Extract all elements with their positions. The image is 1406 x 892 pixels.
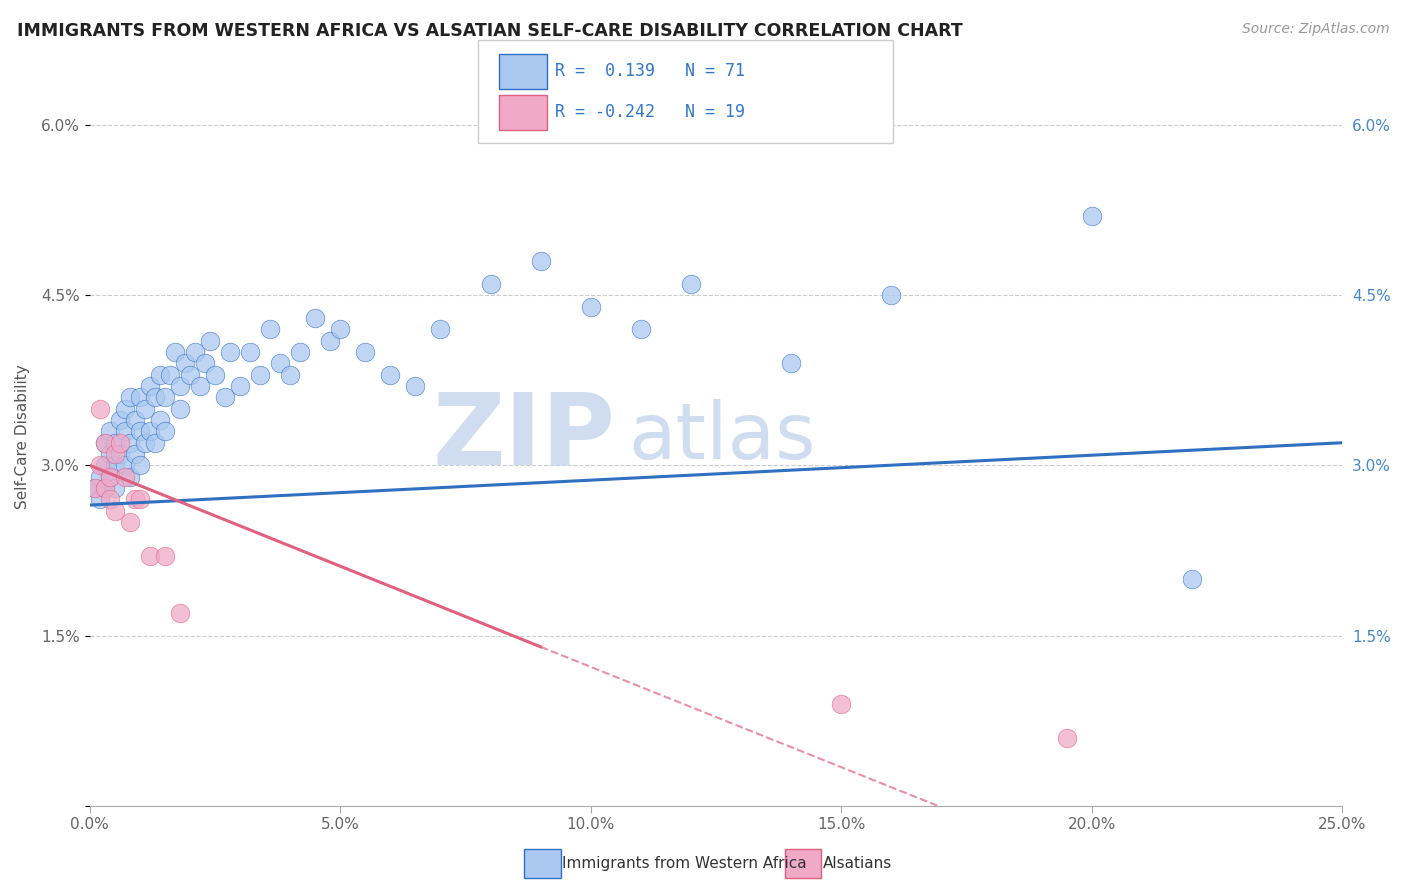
Point xyxy=(1181,572,1204,586)
Point xyxy=(108,447,131,461)
Point xyxy=(93,481,115,495)
Point xyxy=(108,435,131,450)
Point xyxy=(429,322,451,336)
Point xyxy=(169,379,191,393)
Point xyxy=(128,492,150,507)
Point xyxy=(530,254,553,268)
Point xyxy=(93,435,115,450)
Point xyxy=(229,379,252,393)
Point xyxy=(118,515,141,529)
Point xyxy=(114,425,136,439)
Point xyxy=(479,277,502,291)
Text: atlas: atlas xyxy=(628,399,815,475)
Point xyxy=(104,504,127,518)
Point xyxy=(118,390,141,404)
Text: Source: ZipAtlas.com: Source: ZipAtlas.com xyxy=(1241,22,1389,37)
Point xyxy=(139,379,162,393)
Text: ZIP: ZIP xyxy=(433,389,616,485)
Point xyxy=(124,413,146,427)
Point xyxy=(134,401,156,416)
Point xyxy=(780,356,803,370)
Text: R =  0.139   N = 71: R = 0.139 N = 71 xyxy=(555,62,745,79)
Point xyxy=(679,277,702,291)
Point xyxy=(128,390,150,404)
Point xyxy=(134,435,156,450)
Point xyxy=(128,458,150,473)
Point xyxy=(108,413,131,427)
Point xyxy=(184,345,207,359)
Point xyxy=(188,379,211,393)
Point xyxy=(104,481,127,495)
Text: Immigrants from Western Africa: Immigrants from Western Africa xyxy=(562,856,807,871)
Point xyxy=(169,401,191,416)
Point xyxy=(124,447,146,461)
Point xyxy=(124,492,146,507)
Point xyxy=(153,549,176,563)
Text: IMMIGRANTS FROM WESTERN AFRICA VS ALSATIAN SELF-CARE DISABILITY CORRELATION CHAR: IMMIGRANTS FROM WESTERN AFRICA VS ALSATI… xyxy=(17,22,963,40)
Point xyxy=(114,469,136,483)
Point xyxy=(1081,209,1104,223)
Point xyxy=(288,345,311,359)
Point xyxy=(89,401,111,416)
Point xyxy=(104,447,127,461)
Point xyxy=(219,345,242,359)
Point xyxy=(149,368,172,382)
Point xyxy=(89,492,111,507)
Point xyxy=(354,345,377,359)
Point xyxy=(269,356,291,370)
Point xyxy=(259,322,281,336)
Point xyxy=(880,288,903,302)
Point xyxy=(118,469,141,483)
Point xyxy=(163,345,186,359)
Point xyxy=(1056,731,1078,745)
Point xyxy=(380,368,402,382)
Point xyxy=(128,425,150,439)
Point xyxy=(114,458,136,473)
Point xyxy=(319,334,342,348)
Point xyxy=(304,310,326,325)
Point xyxy=(98,425,121,439)
Point xyxy=(239,345,262,359)
Point xyxy=(830,697,852,711)
Point xyxy=(278,368,301,382)
Point xyxy=(98,447,121,461)
Point xyxy=(114,401,136,416)
Point xyxy=(204,368,226,382)
Point xyxy=(104,458,127,473)
Point xyxy=(179,368,201,382)
Point xyxy=(98,469,121,483)
Point xyxy=(143,390,166,404)
Point xyxy=(404,379,426,393)
Point xyxy=(630,322,652,336)
Point xyxy=(89,469,111,483)
Point xyxy=(174,356,197,370)
Point xyxy=(93,435,115,450)
Point xyxy=(249,368,271,382)
Point xyxy=(214,390,236,404)
Point xyxy=(93,458,115,473)
Point xyxy=(194,356,217,370)
Y-axis label: Self-Care Disability: Self-Care Disability xyxy=(15,365,30,509)
Point xyxy=(169,606,191,620)
Point xyxy=(93,481,115,495)
Point xyxy=(83,481,105,495)
Text: Alsatians: Alsatians xyxy=(823,856,891,871)
Point xyxy=(329,322,352,336)
Point xyxy=(198,334,221,348)
Point xyxy=(98,469,121,483)
Point xyxy=(579,300,602,314)
Point xyxy=(159,368,181,382)
Point xyxy=(153,425,176,439)
Point xyxy=(98,492,121,507)
Point xyxy=(149,413,172,427)
Point xyxy=(83,481,105,495)
Point xyxy=(153,390,176,404)
Point xyxy=(118,435,141,450)
Point xyxy=(143,435,166,450)
Text: R = -0.242   N = 19: R = -0.242 N = 19 xyxy=(555,103,745,121)
Point xyxy=(139,549,162,563)
Point xyxy=(104,435,127,450)
Point xyxy=(89,458,111,473)
Point xyxy=(139,425,162,439)
